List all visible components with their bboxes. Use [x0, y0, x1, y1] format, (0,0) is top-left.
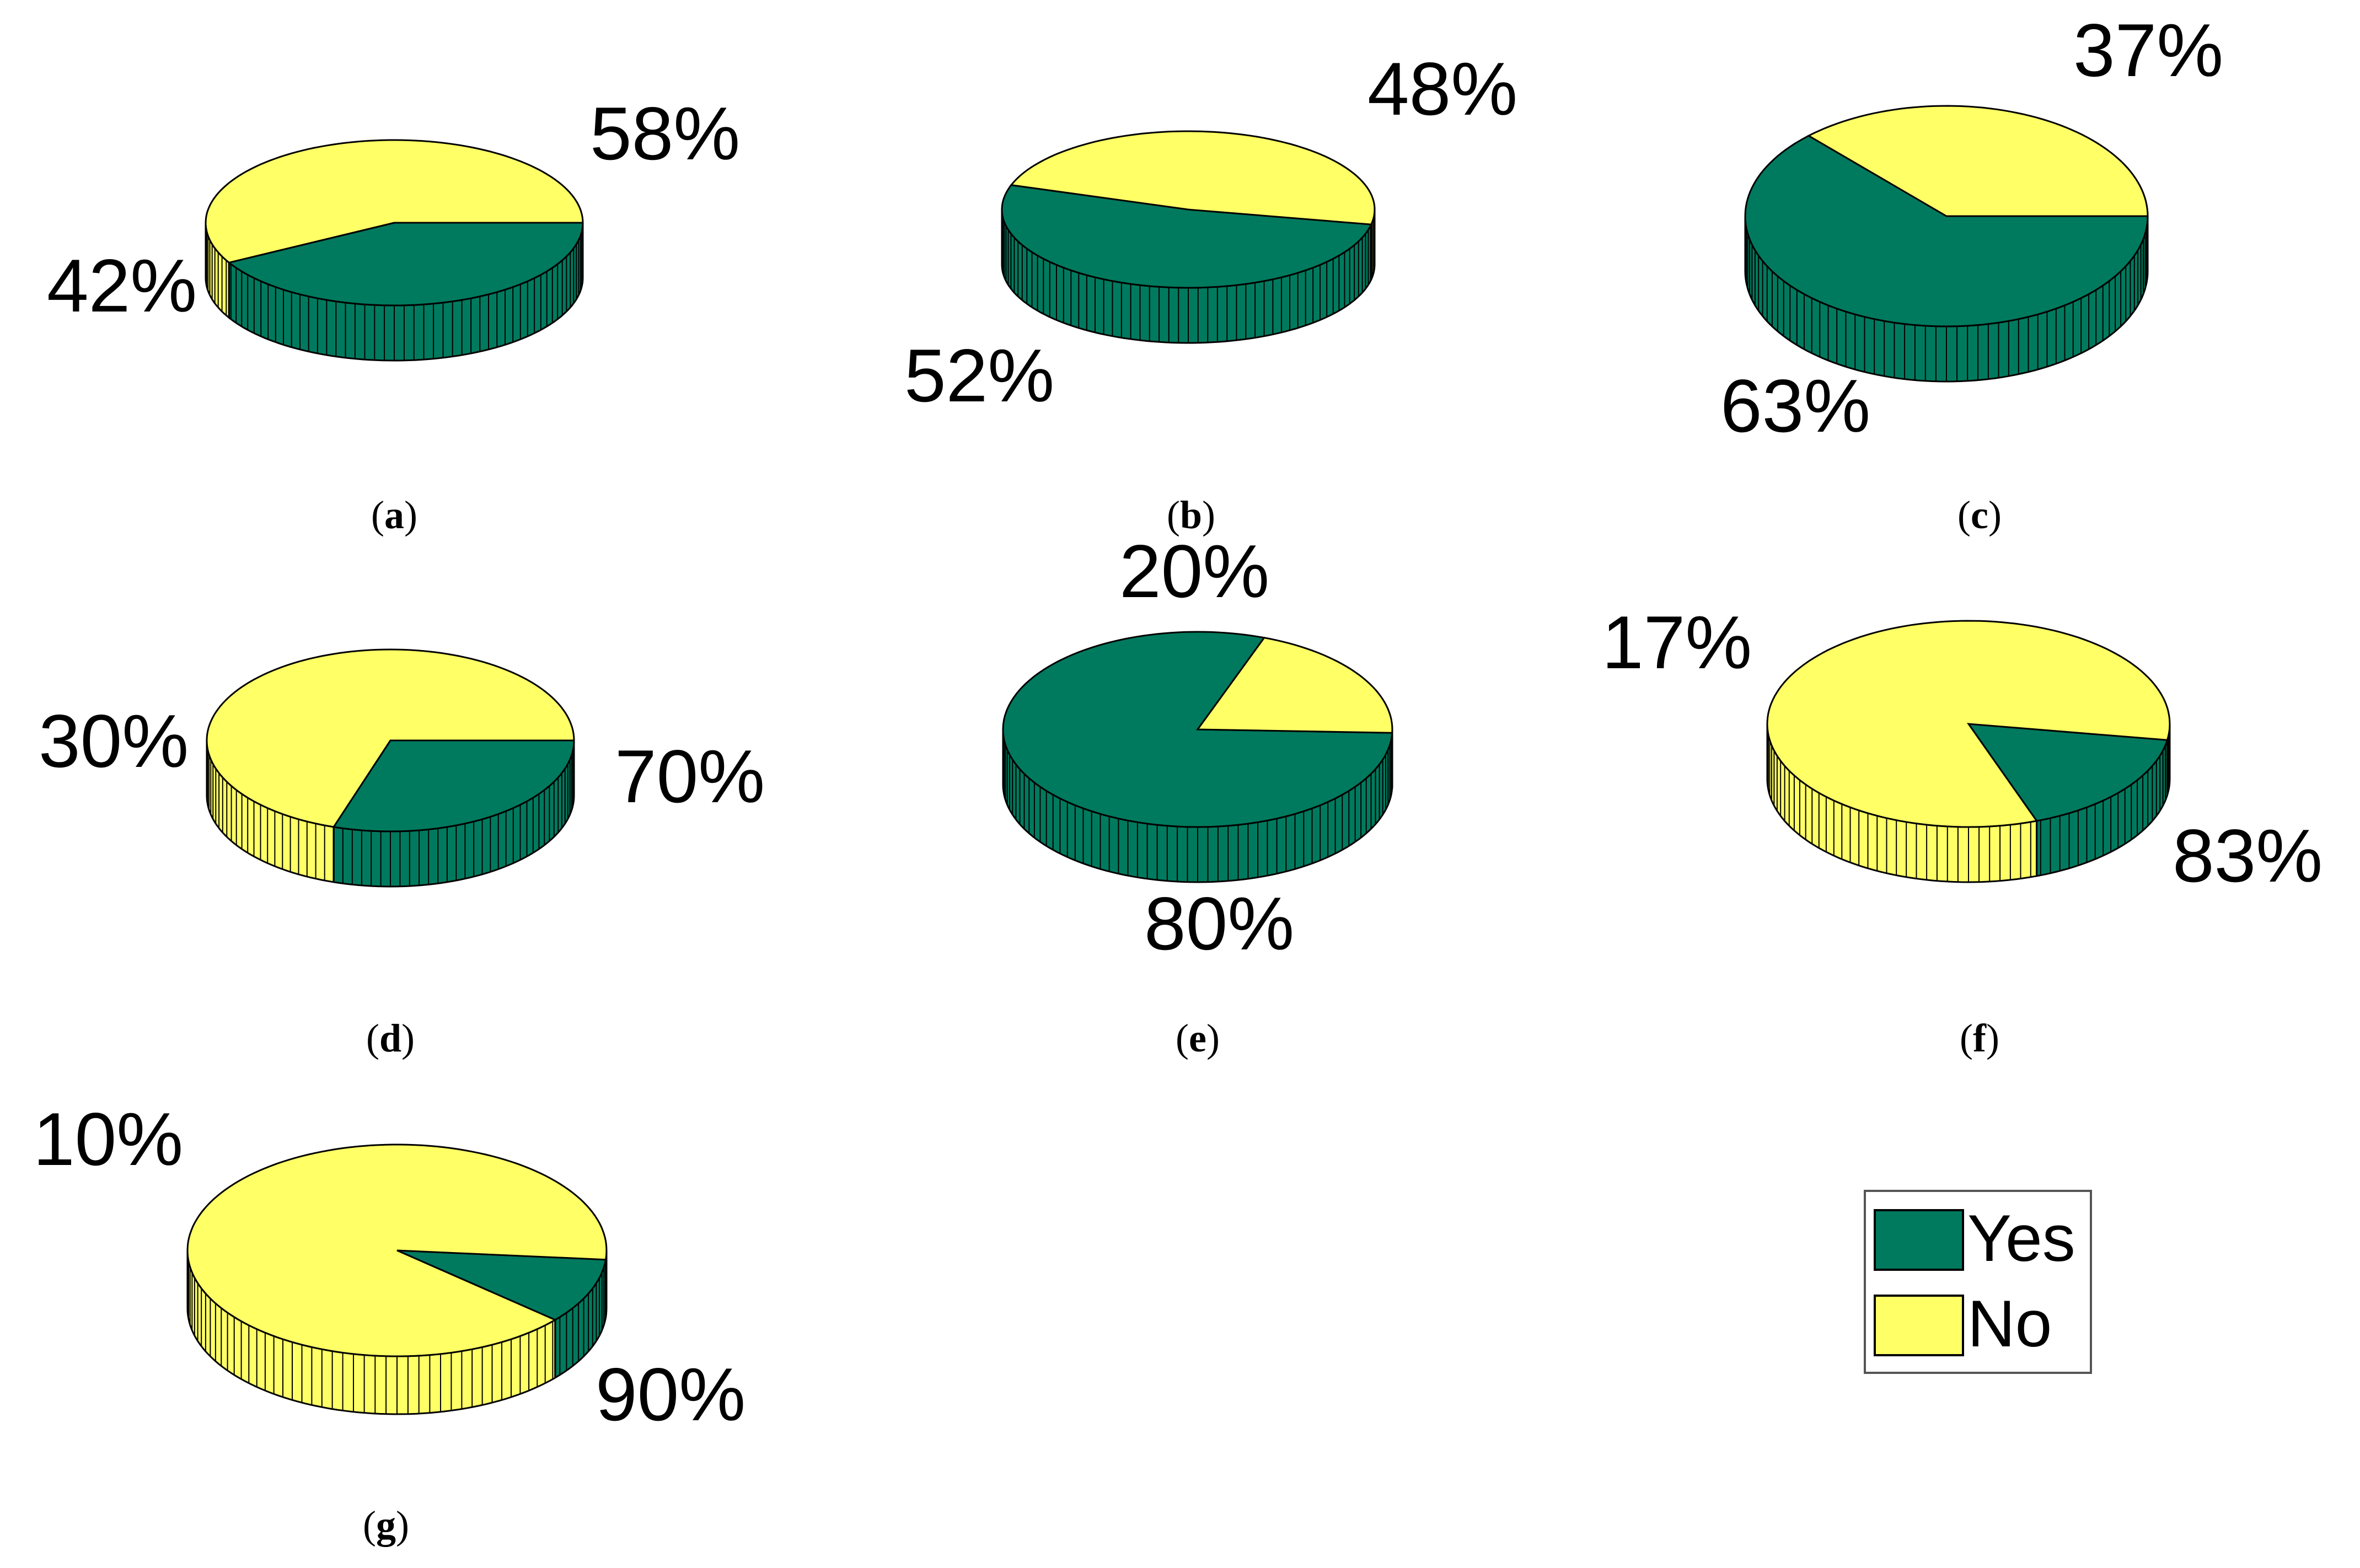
data-label-yes: 30%	[39, 699, 189, 783]
pie-chart-a: 42% 58% (a)	[47, 92, 740, 537]
pie-slice-no	[186, 1143, 608, 1357]
pie-side	[205, 222, 584, 362]
side-hatch	[1767, 724, 2031, 882]
panel-caption: (e)	[1176, 1016, 1220, 1060]
side-hatch	[1001, 210, 1371, 343]
panel-caption: (f)	[1960, 1016, 1999, 1060]
legend: Yes No	[1864, 1190, 2092, 1374]
side-hatch	[205, 223, 227, 316]
panel-caption: (b)	[1167, 493, 1215, 537]
data-label-no: 20%	[1119, 529, 1269, 613]
pie-slice-no	[206, 648, 575, 828]
data-label-yes: 17%	[1602, 600, 1752, 684]
data-label-no: 70%	[615, 734, 765, 818]
data-label-no: 48%	[1367, 47, 1517, 131]
pie-top	[1744, 105, 2149, 327]
pie-slice-no	[1009, 130, 1376, 225]
pie-slice-no	[205, 139, 584, 264]
side-hatch	[2040, 740, 2168, 876]
pie-slice-no	[1196, 637, 1393, 734]
data-label-yes: 80%	[1144, 882, 1294, 965]
pie-chart-g: 10% 90% (g)	[33, 1097, 745, 1547]
side-hatch	[187, 1250, 554, 1414]
pie-side	[206, 740, 575, 888]
panel-caption: (c)	[1957, 493, 2002, 537]
pie-chart-d: 30% 70% (d)	[39, 648, 765, 1060]
data-label-yes: 63%	[1720, 364, 1870, 448]
pie-top	[1766, 620, 2171, 828]
pie-slice-yes	[1744, 135, 2149, 327]
legend-label-yes: Yes	[1967, 1201, 2075, 1275]
pie-top	[206, 648, 575, 833]
pie-slice-yes	[332, 739, 575, 833]
pie-side	[1766, 723, 2171, 883]
data-label-yes: 10%	[33, 1097, 183, 1181]
pie-side	[1002, 729, 1393, 883]
pie-slice-yes	[1966, 723, 2169, 822]
data-label-yes: 52%	[904, 334, 1054, 417]
side-hatch	[230, 223, 583, 361]
data-label-no: 58%	[590, 92, 740, 175]
legend-label-no: No	[1967, 1287, 2052, 1361]
pie-slice-yes	[227, 222, 584, 307]
pie-chart-b: 52% 48% (b)	[904, 47, 1517, 537]
pie-top	[1001, 130, 1376, 289]
legend-swatch-no	[1874, 1295, 1964, 1356]
legend-swatch-yes	[1874, 1209, 1964, 1271]
panel-caption: (a)	[371, 493, 417, 537]
pie-panels: 42% 58% (a) 52% 48% (b) 63% 37% (c) 30% 70% (d) 80% 2…	[33, 8, 2323, 1547]
pie-top	[205, 139, 584, 307]
pie-slice-yes	[1001, 184, 1373, 289]
pie-chart-e: 80% 20% (e)	[1002, 529, 1393, 1060]
pie-top	[186, 1143, 608, 1357]
data-label-no: 83%	[2173, 814, 2323, 898]
data-label-yes: 42%	[47, 244, 197, 327]
side-hatch	[1002, 729, 1393, 882]
data-label-no: 90%	[596, 1352, 745, 1436]
panel-caption: (g)	[363, 1503, 409, 1547]
pie-side	[1744, 216, 2149, 383]
pie-slice-yes	[396, 1249, 607, 1321]
pie-top	[1002, 631, 1393, 828]
data-label-no: 37%	[2073, 8, 2223, 92]
pie-chart-f: 17% 83% (f)	[1602, 600, 2323, 1060]
pie-side	[1001, 209, 1376, 344]
side-hatch	[206, 740, 335, 882]
pie-slice-no	[1766, 620, 2171, 828]
pie-slice-no	[1806, 105, 2149, 217]
panel-caption: (d)	[366, 1016, 415, 1060]
pie-chart-c: 63% 37% (c)	[1720, 8, 2223, 537]
